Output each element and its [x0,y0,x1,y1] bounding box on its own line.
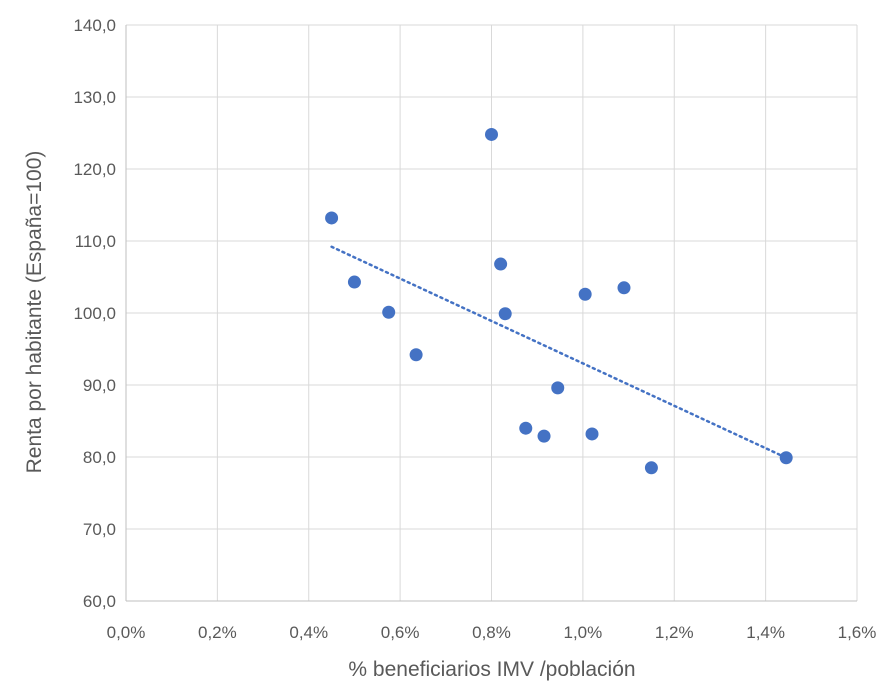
x-tick-label: 1,6% [838,623,877,642]
data-point [644,461,658,475]
axes [125,25,857,602]
y-tick-label: 110,0 [75,232,116,251]
data-point [779,451,793,465]
tick-labels: 60,0 70,0 80,0 90,0 100,0 110,0 120,0 130,0 140,… [73,16,876,642]
linear-trendline [330,245,788,459]
data-point [537,429,551,443]
y-tick-label: 130,0 [73,88,116,107]
data-point [578,287,592,301]
y-tick-label: 120,0 [73,160,116,179]
x-tick-label: 0,2% [198,623,237,642]
gridlines [126,24,858,601]
y-tick-label: 60,0 [83,592,116,611]
data-point [498,307,512,321]
y-tick-label: 80,0 [83,448,116,467]
data-point [409,348,423,362]
x-tick-label: 0,6% [381,623,420,642]
x-tick-label: 1,4% [746,623,785,642]
data-point [382,305,396,319]
data-point [325,211,339,225]
trendline-layer [330,245,788,459]
data-point [617,281,631,295]
y-tick-label: 70,0 [83,520,116,539]
data-point [485,127,498,141]
x-tick-label: 1,2% [655,623,694,642]
data-point [494,257,508,271]
y-tick-label: 90,0 [83,376,116,395]
x-tick-label: 0,4% [289,623,328,642]
y-tick-label: 100,0 [73,304,116,323]
y-tick-label: 140,0 [73,16,116,35]
y-axis-title: Renta por habitante (España=100) [23,151,46,474]
x-tick-label: 1,0% [564,623,603,642]
data-points [325,127,793,475]
x-tick-label: 0,8% [472,623,511,642]
data-point [347,275,361,289]
data-point [519,421,533,435]
data-point [551,381,565,395]
data-point [585,427,599,441]
x-tick-label: 0,0% [107,623,146,642]
x-axis-title: % beneficiarios IMV /población [348,658,635,681]
